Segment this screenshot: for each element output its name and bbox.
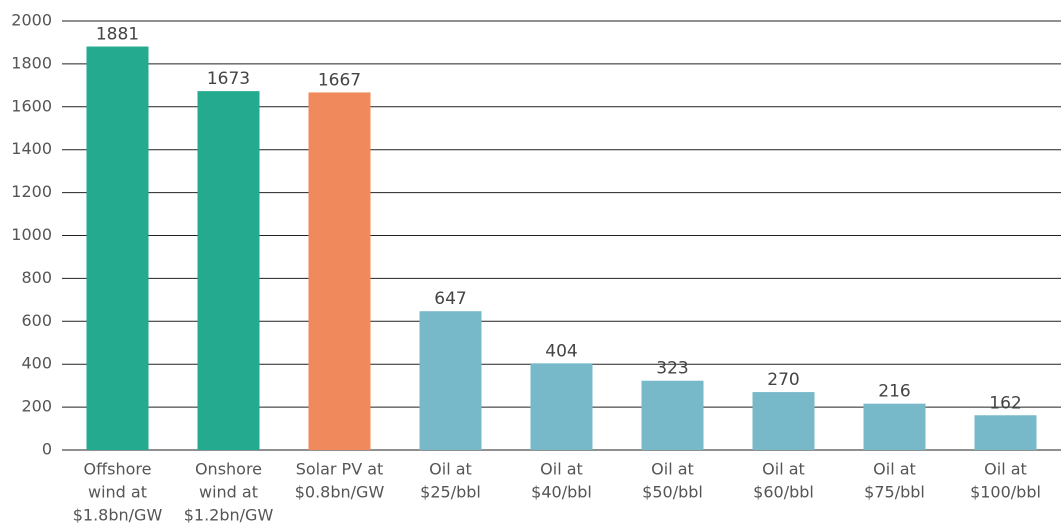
y-tick-label: 200 [21, 397, 52, 416]
y-tick-label: 2000 [11, 11, 52, 30]
value-label: 647 [434, 289, 466, 309]
x-tick-label: $25/bbl [420, 483, 481, 502]
value-label: 270 [767, 370, 799, 390]
value-label: 1881 [96, 25, 139, 45]
x-tick-label: $1.2bn/GW [184, 506, 274, 525]
x-tick-label: $100/bbl [970, 483, 1041, 502]
bar [641, 380, 704, 450]
value-label: 216 [878, 382, 910, 402]
x-tick-label: $60/bbl [753, 483, 814, 502]
bar [197, 91, 260, 450]
x-tick-label: Oil at [651, 460, 694, 479]
x-tick-label: wind at [88, 483, 147, 502]
x-tick-label: $1.8bn/GW [73, 506, 163, 525]
x-tick-label: $75/bbl [864, 483, 925, 502]
value-label: 404 [545, 341, 577, 361]
y-tick-label: 1400 [11, 139, 52, 158]
x-tick-label: $0.8bn/GW [295, 483, 385, 502]
y-tick-label: 400 [21, 354, 52, 373]
x-tick-label: Solar PV at [296, 460, 384, 479]
x-tick-label: wind at [199, 483, 258, 502]
value-label: 323 [656, 359, 688, 379]
x-tick-label: Oil at [762, 460, 805, 479]
bar [752, 392, 815, 450]
x-tick-label: Oil at [429, 460, 472, 479]
y-tick-label: 1200 [11, 182, 52, 201]
x-tick-label: $50/bbl [642, 483, 703, 502]
bar [863, 403, 926, 450]
bar [308, 92, 371, 450]
y-tick-label: 1600 [11, 96, 52, 115]
y-tick-label: 800 [21, 268, 52, 287]
y-tick-label: 1800 [11, 53, 52, 72]
x-tick-label: Oil at [873, 460, 916, 479]
x-tick-label: Oil at [984, 460, 1027, 479]
x-tick-label: Offshore [84, 460, 152, 479]
bar [974, 415, 1037, 450]
x-tick-label: Onshore [195, 460, 262, 479]
x-tick-label: $40/bbl [531, 483, 592, 502]
y-tick-label: 0 [42, 440, 52, 459]
value-label: 1673 [207, 69, 250, 89]
bar [419, 311, 482, 450]
y-tick-label: 600 [21, 311, 52, 330]
x-tick-label: Oil at [540, 460, 583, 479]
bar [86, 46, 149, 450]
value-label: 1667 [318, 70, 361, 90]
value-label: 162 [989, 393, 1021, 413]
y-tick-label: 1000 [11, 225, 52, 244]
bar [530, 363, 593, 450]
